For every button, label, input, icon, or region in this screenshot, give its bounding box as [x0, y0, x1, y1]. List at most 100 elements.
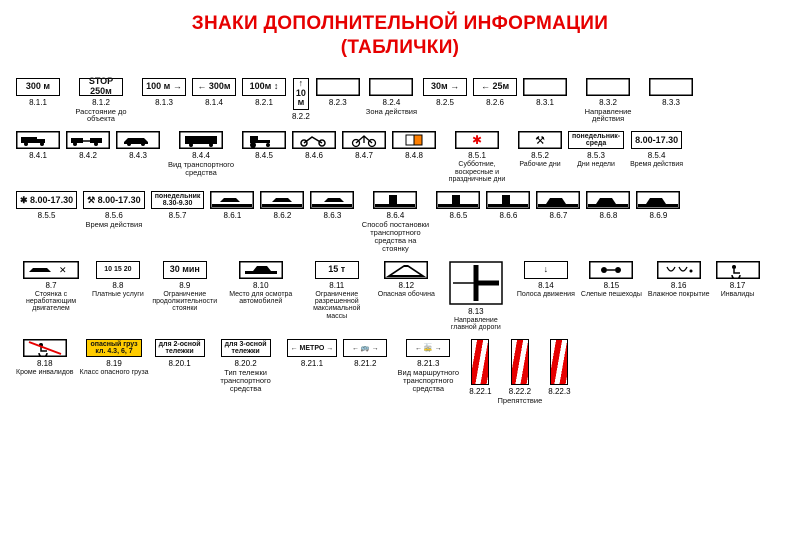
sign-plate: ← 🚌 →: [343, 339, 387, 357]
sign-cell: 8.22.1: [469, 339, 491, 396]
sign-cell: 15 т8.11Ограничение разрешенной максимал…: [302, 261, 372, 320]
sign-code: 8.5.3: [587, 151, 605, 160]
sign-cell: 10 15 20 8.8Платные услуги: [92, 261, 144, 298]
sign-cell: 100 м →8.1.3: [142, 78, 186, 107]
group-label: Время действия: [85, 221, 142, 229]
svg-text:⚒: ⚒: [535, 135, 545, 147]
page-title: ЗНАКИ ДОПОЛНИТЕЛЬНОЙ ИНФОРМАЦИИ (ТАБЛИЧК…: [16, 12, 784, 60]
sign-code: 8.6.5: [450, 211, 468, 220]
sign-cell: ← 25м8.2.6: [473, 78, 517, 107]
stripe-plate: [511, 339, 529, 385]
sign-code: 8.6.3: [324, 211, 342, 220]
sign-plate: понедельник8.30-9.30: [151, 191, 205, 209]
sign-code: 8.7: [45, 281, 56, 290]
sign-code: 8.22.2: [509, 387, 531, 396]
svg-text:✱: ✱: [472, 133, 482, 147]
sign-cell: ⚒ 8.00-17.308.5.6Время действия: [83, 191, 145, 229]
sign-code: 8.4.7: [355, 151, 373, 160]
sign-cell: 8.4.5: [242, 131, 286, 160]
sign-code: 8.13: [468, 307, 484, 316]
sign-code: 8.6.2: [274, 211, 292, 220]
sign-cell: 8.4.3: [116, 131, 160, 160]
sign-cell: ✕8.7Стоянка с неработающим двигателем: [16, 261, 86, 313]
sign-plate: 30м →: [423, 78, 467, 96]
sign-cell: 300 м8.1.1: [16, 78, 60, 107]
sign-row: 8.18Кроме инвалидовопасный грузкл. 4.3, …: [16, 339, 784, 405]
sign-cell: 8.6.3: [310, 191, 354, 220]
sign-cell: 8.6.2: [260, 191, 304, 220]
sign-sublabel: Время действия: [630, 161, 683, 168]
group-label: Способ постановки транспортного средства…: [360, 221, 430, 253]
sign-code: 8.10: [253, 281, 269, 290]
sign-code: 8.8: [112, 281, 123, 290]
group-label: Вид маршрутного транспортного средства: [393, 369, 463, 393]
sign-cell: ← 300м8.1.4: [192, 78, 236, 107]
sign-cell: ⚒ 8.5.2Рабочие дни: [518, 131, 562, 168]
sign-cell: 8.15Слепые пешеходы: [581, 261, 642, 298]
sign-code: 8.1.2: [92, 98, 110, 107]
group-label: Расстояние до объекта: [66, 108, 136, 124]
sign-code: 8.16: [671, 281, 687, 290]
sign-code: 8.5.1: [468, 151, 486, 160]
sign-code: 8.4.4: [192, 151, 210, 160]
stripe-plate: [471, 339, 489, 385]
sign-code: 8.15: [604, 281, 620, 290]
sign-code: 8.19: [106, 359, 122, 368]
sign-cell: 8.17Инвалиды: [716, 261, 760, 298]
stripe-plate: [550, 339, 568, 385]
sign-code: 8.1.1: [29, 98, 47, 107]
sign-cell: 8.22.2Препятствие: [498, 339, 543, 405]
sign-sublabel: Направление главной дороги: [441, 317, 511, 332]
sign-cell: 8.16Влажное покрытие: [648, 261, 710, 298]
svg-text:✕: ✕: [59, 265, 67, 275]
sign-code: 8.4.1: [29, 151, 47, 160]
sign-code: 8.4.3: [129, 151, 147, 160]
sign-cell: STOP250м8.1.2Расстояние до объекта: [66, 78, 136, 124]
sign-cell: 30 мин8.9Ограничение продолжительности с…: [150, 261, 220, 313]
group-label: Тип тележки транспортного средства: [211, 369, 281, 393]
sign-code: 8.4.6: [305, 151, 323, 160]
group-label: Зона действия: [366, 108, 417, 116]
sign-code: 8.3.2: [599, 98, 617, 107]
sign-cell: 8.6.4Способ постановки транспортного сре…: [360, 191, 430, 253]
sign-sublabel: Класс опасного груза: [80, 369, 149, 376]
sign-cell: 8.3.3: [649, 78, 693, 107]
sign-cell: 8.6.6: [486, 191, 530, 220]
sign-row: 8.4.18.4.28.4.38.4.4Вид транспортного ср…: [16, 131, 784, 183]
sign-code: 8.22.3: [548, 387, 570, 396]
sign-plate: понедельник-среда: [568, 131, 624, 149]
sign-code: 8.17: [730, 281, 746, 290]
sign-cell: 8.00-17.308.5.4Время действия: [630, 131, 683, 168]
sign-code: 8.4.8: [405, 151, 423, 160]
sign-code: 8.20.1: [168, 359, 190, 368]
sign-cell: 8.6.8: [586, 191, 630, 220]
sign-code: 8.4.5: [255, 151, 273, 160]
sign-row: 300 м8.1.1STOP250м8.1.2Расстояние до объ…: [16, 78, 784, 124]
group-label: Препятствие: [498, 397, 543, 405]
sign-code: 8.5.2: [531, 151, 549, 160]
sign-cell: 8.6.9: [636, 191, 680, 220]
sign-cell: ↓8.14Полоса движения: [517, 261, 575, 298]
sign-cell: 8.18Кроме инвалидов: [16, 339, 74, 376]
sign-code: 8.2.3: [329, 98, 347, 107]
sign-code: 8.12: [399, 281, 415, 290]
sign-sublabel: Субботние, воскресные и праздничные дни: [442, 161, 512, 183]
sign-plate: ↑10м: [293, 78, 309, 110]
sign-code: 8.1.4: [205, 98, 223, 107]
sign-code: 8.6.9: [650, 211, 668, 220]
sign-cell: 8.10Место для осмотра автомобилей: [226, 261, 296, 306]
sign-code: 8.5.4: [648, 151, 666, 160]
sign-chart: 300 м8.1.1STOP250м8.1.2Расстояние до объ…: [16, 78, 784, 406]
sign-plate: ⚒ 8.00-17.30: [83, 191, 145, 209]
sign-plate: 10 15 20: [96, 261, 140, 279]
sign-code: 8.20.2: [234, 359, 256, 368]
sign-plate: 100 м →: [142, 78, 186, 96]
sign-plate: 100м ↕: [242, 78, 286, 96]
sign-sublabel: Рабочие дни: [519, 161, 560, 168]
sign-sublabel: Платные услуги: [92, 291, 144, 298]
group-label: Вид транспортного средства: [166, 161, 236, 177]
sign-code: 8.6.4: [387, 211, 405, 220]
sign-cell: 8.3.2Направление действия: [573, 78, 643, 124]
sign-cell: для 3-оснойтележки8.20.2Тип тележки тран…: [211, 339, 281, 393]
sign-cell: опасный грузкл. 4.3, 6, 78.19Класс опасн…: [80, 339, 149, 376]
